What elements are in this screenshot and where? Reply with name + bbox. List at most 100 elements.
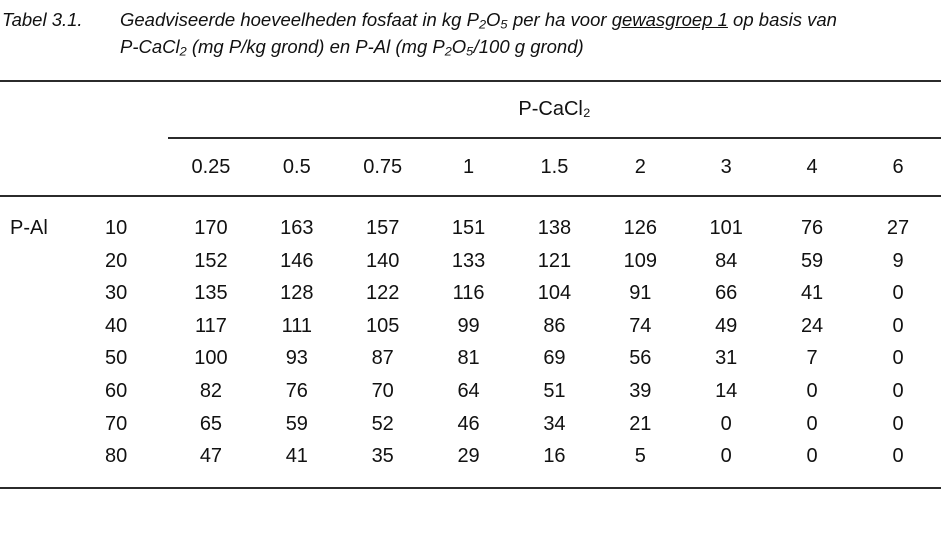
- table-caption-text: Geadviseerde hoeveelheden fosfaat in kg …: [120, 6, 937, 60]
- table-cell: 81: [457, 347, 480, 370]
- caption-line2: P-CaCl₂ (mg P/kg grond) en P-Al (mg P₂O₅…: [120, 36, 584, 57]
- column-header-row: 0.25 0.5 0.75 1 1.5 2 3 4 6: [0, 138, 941, 197]
- table-cell: 14: [715, 379, 738, 402]
- table-cell: 56: [629, 347, 652, 370]
- row-header: 40: [105, 314, 128, 337]
- table-cell: 39: [629, 379, 652, 402]
- table-cell: 0: [892, 379, 904, 402]
- table-cell: 140: [366, 249, 400, 272]
- table-cell: 21: [629, 412, 652, 435]
- table-cell: 74: [629, 314, 652, 337]
- row-group-header: [0, 277, 90, 310]
- row-header: 20: [105, 249, 128, 272]
- table-cell: 70: [371, 379, 394, 402]
- table-cell: 152: [194, 249, 228, 272]
- column-group-header: P-CaCl₂: [168, 81, 941, 139]
- table-cell: 99: [457, 314, 480, 337]
- table-cell: 24: [800, 314, 824, 337]
- table-cell: 135: [194, 282, 228, 305]
- table-cell: 59: [800, 249, 824, 272]
- table-caption: Tabel 3.1. Geadviseerde hoeveelheden fos…: [0, 0, 941, 60]
- table-cell: 66: [715, 282, 738, 305]
- table-cell: 9: [892, 249, 904, 272]
- table-cell: 0: [892, 314, 904, 337]
- table-cell: 69: [543, 347, 566, 370]
- table-cell: 84: [715, 249, 738, 272]
- table-row: 30 135 128 122 116 104 91 66 41 0: [0, 277, 941, 310]
- table-cell: 51: [543, 379, 566, 402]
- table-cell: 122: [366, 282, 400, 305]
- caption-underlined-term: gewasgroep 1: [611, 9, 728, 30]
- row-header: 70: [105, 412, 128, 435]
- row-group-header: [0, 440, 90, 488]
- table-cell: 157: [366, 217, 400, 239]
- row-group-header: [0, 342, 90, 375]
- table-cell: 34: [543, 412, 566, 435]
- table-cell: 100: [194, 347, 228, 370]
- table-cell: 104: [537, 282, 572, 305]
- table-cell: 7: [806, 347, 818, 370]
- table-cell: 82: [199, 379, 223, 402]
- table-cell: 86: [543, 314, 566, 337]
- table-row: 20 152 146 140 133 121 109 84 59 9: [0, 245, 941, 278]
- row-group-header: [0, 245, 90, 278]
- table-cell: 31: [715, 347, 738, 370]
- table-head: P-CaCl₂ 0.25 0.5 0.75 1 1.5 2 3 4 6: [0, 81, 941, 197]
- table-row: 80 47 41 35 29 16 5 0 0 0: [0, 440, 941, 488]
- table-caption-label: Tabel 3.1.: [2, 9, 83, 30]
- table-cell: 0: [806, 412, 818, 435]
- table-cell: 0: [892, 347, 904, 370]
- table-cell: 163: [280, 217, 314, 239]
- table-cell: 47: [199, 445, 223, 468]
- table-cell: 87: [371, 347, 394, 370]
- table-cell: 128: [280, 282, 314, 305]
- table-cell: 101: [709, 217, 743, 239]
- column-header: 1.5: [511, 138, 598, 197]
- row-header: 60: [105, 379, 128, 402]
- table-cell: 29: [457, 445, 480, 468]
- table-cell: 5: [634, 445, 646, 468]
- column-header: 0.25: [168, 138, 254, 197]
- table-cell: 133: [451, 249, 486, 272]
- table-cell: 116: [452, 282, 485, 305]
- table-cell: 65: [199, 412, 223, 435]
- table-cell: 0: [806, 379, 818, 402]
- table-body: P-Al 10 170 163 157 151 138 126 101 76 27 20 152 146 1…: [0, 196, 941, 488]
- table-row: 50 100 93 87 81 69 56 31 7 0: [0, 342, 941, 375]
- row-group-header: [0, 310, 90, 343]
- column-header: 3: [683, 138, 770, 197]
- table-cell: 64: [457, 379, 480, 402]
- corner-spacer: [0, 81, 168, 138]
- table-cell: 41: [285, 445, 308, 468]
- table-cell: 91: [629, 282, 652, 305]
- table-cell: 27: [886, 217, 910, 239]
- table-cell: 46: [457, 412, 480, 435]
- table-cell: 117: [194, 314, 227, 337]
- table-cell: 0: [806, 445, 818, 468]
- row-group-header: P-Al: [10, 217, 48, 239]
- column-header: 6: [855, 138, 941, 197]
- table-cell: 52: [371, 412, 394, 435]
- table-cell: 170: [194, 217, 228, 239]
- table-row: 60 82 76 70 64 51 39 14 0 0: [0, 375, 941, 408]
- table-cell: 111: [281, 314, 313, 337]
- table-cell: 121: [537, 249, 572, 272]
- row-header: 30: [105, 282, 128, 305]
- table-cell: 151: [451, 217, 486, 239]
- table-cell: 105: [366, 314, 400, 337]
- fosfaat-advies-table: P-CaCl₂ 0.25 0.5 0.75 1 1.5 2 3 4 6 P-Al…: [0, 80, 941, 489]
- corner-spacer: [0, 138, 168, 197]
- table-cell: 0: [892, 282, 904, 305]
- table-cell: 0: [720, 445, 732, 468]
- table-cell: 93: [285, 347, 308, 370]
- column-header: 4: [769, 138, 855, 197]
- column-header: 1: [425, 138, 512, 197]
- table-cell: 41: [800, 282, 824, 305]
- table-cell: 16: [543, 445, 566, 468]
- table-cell: 138: [537, 217, 572, 239]
- table-cell: 109: [623, 249, 657, 272]
- table-row: P-Al 10 170 163 157 151 138 126 101 76 27: [0, 196, 941, 245]
- table-cell: 146: [280, 249, 314, 272]
- table-cell: 126: [623, 217, 657, 239]
